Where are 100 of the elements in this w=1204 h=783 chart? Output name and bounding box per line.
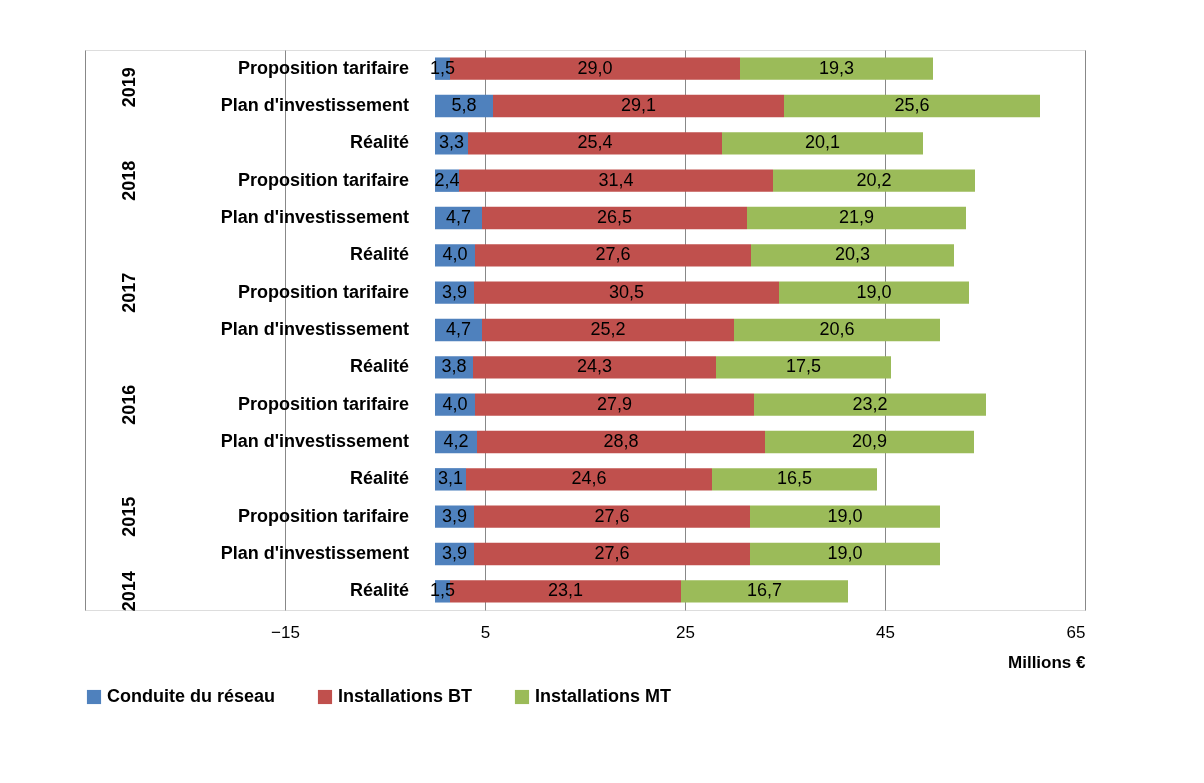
bar [750, 542, 940, 566]
y-tick-label: Plan d'investissement [220, 543, 409, 563]
y-tick-label: Réalité [349, 580, 409, 601]
bar [475, 244, 751, 267]
data-label: 2,4 [434, 169, 460, 190]
y-tick-label: Plan d'investissement [220, 207, 409, 227]
bar [712, 468, 877, 491]
bar [765, 430, 974, 454]
legend-label: Installations MT [535, 686, 672, 706]
y-tick-label: Plan d'investissement [220, 95, 409, 115]
data-label: 25,2 [590, 319, 626, 339]
data-label: 23,2 [852, 393, 888, 414]
x-tick-label: 5 [480, 622, 491, 642]
data-label: 27,6 [594, 543, 630, 563]
data-label: 20,3 [834, 244, 871, 265]
bar [681, 580, 848, 603]
annotation: 2016 [119, 384, 139, 425]
x-axis-title: Millions € [1008, 652, 1087, 672]
y-tick-label: Proposition tarifaire [237, 57, 409, 78]
bar [751, 244, 954, 267]
data-label: 25,4 [577, 132, 613, 153]
annotation: 2015 [119, 496, 139, 537]
annotation: 2018 [119, 160, 139, 201]
y-tick-label: Réalité [349, 356, 409, 377]
data-label: 25,6 [894, 95, 930, 115]
data-label: 4,0 [442, 244, 468, 265]
x-tick-label: 65 [1066, 622, 1086, 642]
data-label: 3,9 [441, 543, 468, 563]
bar [784, 94, 1040, 118]
data-label: 17,5 [785, 356, 822, 377]
data-label: 30,5 [608, 281, 645, 302]
bar [482, 318, 734, 342]
x-tick-label: 25 [676, 622, 695, 642]
bar [779, 281, 969, 304]
data-label: 5,8 [451, 95, 477, 115]
data-label: 21,9 [838, 207, 875, 227]
data-label: 19,3 [818, 57, 855, 78]
data-label: 29,1 [620, 95, 657, 115]
bar [466, 468, 712, 491]
data-label: 16,5 [776, 468, 813, 489]
legend-label: Conduite du réseau [107, 686, 276, 706]
data-label: 19,0 [856, 281, 892, 302]
y-tick-label: Plan d'investissement [220, 319, 409, 339]
bar [475, 393, 754, 416]
annotation: 2019 [119, 67, 139, 108]
data-label: 26,5 [596, 207, 633, 227]
data-label: 28,8 [603, 431, 639, 451]
bar [734, 318, 940, 342]
data-label: 3,8 [441, 356, 467, 377]
bar [474, 505, 750, 528]
y-tick-label: Réalité [349, 468, 409, 489]
data-label: 27,6 [594, 505, 630, 526]
bar [474, 281, 779, 304]
data-label: 3,9 [441, 505, 468, 526]
data-label: 24,3 [576, 356, 613, 377]
data-label: 23,1 [547, 580, 584, 601]
bar [716, 356, 891, 379]
y-tick-label: Proposition tarifaire [237, 281, 409, 302]
bar [482, 206, 747, 230]
data-label: 4,0 [442, 393, 468, 414]
legend-label: Installations BT [338, 686, 473, 706]
y-tick-label: Proposition tarifaire [237, 169, 409, 190]
bar [740, 57, 933, 80]
data-label: 3,3 [438, 132, 465, 153]
bar [468, 132, 722, 155]
x-tick-label: 45 [876, 622, 895, 642]
data-label: 3,1 [437, 468, 464, 489]
data-label: 19,0 [827, 543, 863, 563]
y-tick-label: Réalité [349, 132, 409, 153]
y-tick-label: Plan d'investissement [220, 431, 409, 451]
data-label: 4,7 [445, 207, 472, 227]
data-label: 29,0 [577, 57, 613, 78]
bar [474, 542, 750, 566]
bar [773, 169, 975, 192]
bar [493, 94, 784, 118]
data-label: 20,6 [819, 319, 855, 339]
data-label: 20,2 [856, 169, 892, 190]
data-label: 27,9 [596, 393, 633, 414]
bar [477, 430, 765, 454]
data-label: 16,7 [746, 580, 783, 601]
bar [459, 169, 773, 192]
bar [722, 132, 923, 155]
annotation: 2017 [119, 272, 139, 313]
data-label: 3,9 [441, 281, 468, 302]
data-label: 31,4 [598, 169, 634, 190]
annotation: 2014 [119, 571, 139, 612]
data-label: 27,6 [595, 244, 631, 265]
data-label: 4,2 [443, 431, 469, 451]
data-label: 24,6 [571, 468, 607, 489]
data-label: 19,0 [827, 505, 863, 526]
x-tick-label: −15 [271, 622, 300, 642]
data-label: 20,1 [804, 132, 841, 153]
y-tick-label: Proposition tarifaire [237, 505, 409, 526]
bar [747, 206, 966, 230]
data-label: 20,9 [851, 431, 888, 451]
data-label: 4,7 [445, 319, 472, 339]
bar [473, 356, 716, 379]
y-tick-label: Proposition tarifaire [237, 393, 409, 414]
bar [750, 505, 940, 528]
y-tick-label: Réalité [349, 244, 409, 265]
